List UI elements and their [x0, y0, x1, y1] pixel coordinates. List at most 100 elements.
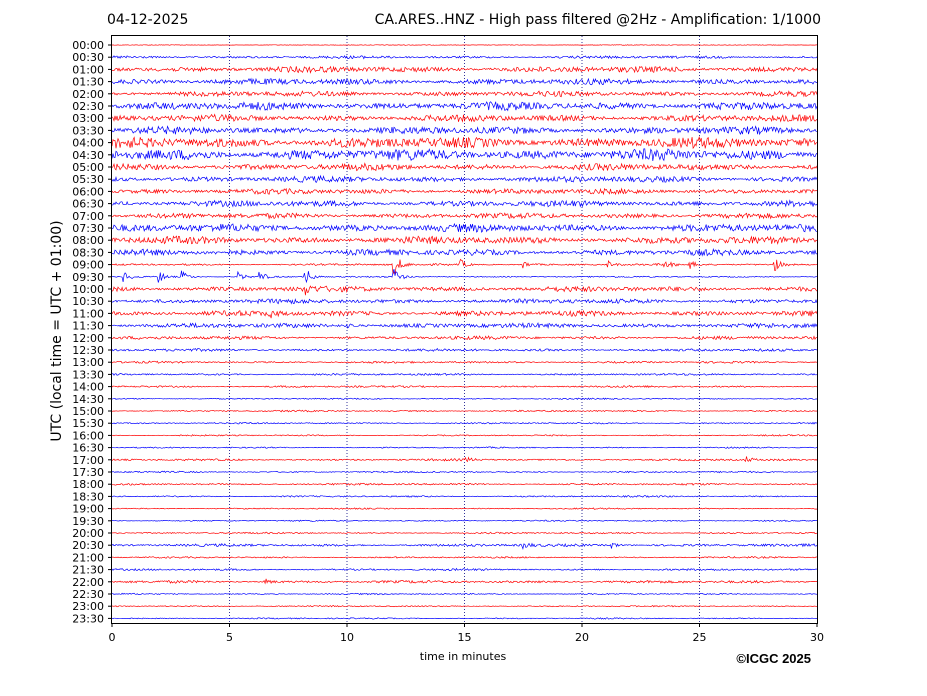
trace-18:00	[111, 482, 818, 486]
trace-10:00	[111, 285, 818, 296]
x-tick-label-20: 20	[575, 631, 589, 644]
y-tick-label-18:30: 18:30	[72, 490, 104, 503]
trace-05:30	[111, 174, 818, 184]
trace-19:30	[111, 519, 818, 523]
y-tick-label-14:00: 14:00	[72, 381, 104, 394]
x-axis-ticks: 0 5 10 15 20 25 30	[109, 623, 824, 644]
y-tick-label-01:00: 01:00	[72, 63, 104, 76]
y-tick-label-06:00: 06:00	[72, 185, 104, 198]
plot-frame	[111, 35, 818, 624]
trace-layer	[111, 44, 818, 620]
trace-22:00	[111, 578, 817, 585]
x-tick-label-10: 10	[340, 631, 354, 644]
y-tick-label-19:00: 19:00	[72, 503, 104, 516]
y-tick-label-02:00: 02:00	[72, 88, 104, 101]
y-tick-label-01:30: 01:30	[72, 76, 104, 89]
y-tick-label-04:30: 04:30	[72, 149, 104, 162]
y-axis-label: UTC (local time = UTC + 01:00)	[49, 220, 65, 442]
trace-13:00	[111, 360, 818, 364]
trace-06:30	[111, 199, 818, 208]
trace-13:30	[111, 372, 818, 376]
trace-11:30	[111, 322, 818, 329]
y-tick-label-21:00: 21:00	[72, 551, 104, 564]
trace-08:30	[111, 247, 818, 257]
x-tick-label-0: 0	[109, 631, 116, 644]
y-tick-label-07:30: 07:30	[72, 222, 104, 235]
y-tick-label-08:00: 08:00	[72, 234, 104, 247]
y-tick-label-12:30: 12:30	[72, 344, 104, 357]
y-tick-label-13:30: 13:30	[72, 368, 104, 381]
y-tick-label-14:30: 14:30	[72, 393, 104, 406]
trace-02:30	[111, 101, 818, 112]
y-tick-label-04:00: 04:00	[72, 137, 104, 150]
y-tick-label-13:00: 13:00	[72, 356, 104, 369]
y-tick-label-07:00: 07:00	[72, 210, 104, 223]
y-tick-label-23:30: 23:30	[72, 612, 104, 625]
y-tick-label-00:30: 00:30	[72, 51, 104, 64]
x-tick-label-15: 15	[458, 631, 472, 644]
y-tick-label-15:00: 15:00	[72, 405, 104, 418]
y-tick-label-10:30: 10:30	[72, 295, 104, 308]
y-tick-label-05:00: 05:00	[72, 161, 104, 174]
y-tick-label-03:30: 03:30	[72, 124, 104, 137]
x-axis-label: time in minutes	[419, 650, 507, 663]
trace-23:30	[111, 617, 817, 620]
y-tick-label-16:00: 16:00	[72, 429, 104, 442]
trace-00:00	[111, 44, 817, 46]
copyright-label: ©ICGC 2025	[736, 651, 811, 666]
vertical-grid	[229, 36, 700, 623]
trace-22:30	[111, 592, 818, 596]
y-tick-label-17:00: 17:00	[72, 454, 104, 467]
trace-14:30	[111, 397, 818, 401]
y-tick-label-02:30: 02:30	[72, 100, 104, 113]
trace-21:00	[112, 555, 817, 559]
y-tick-label-09:00: 09:00	[72, 259, 104, 272]
y-tick-label-00:00: 00:00	[72, 39, 104, 52]
trace-02:00	[111, 90, 818, 98]
y-tick-label-19:30: 19:30	[72, 515, 104, 528]
y-tick-label-09:30: 09:30	[72, 271, 104, 284]
trace-18:30	[111, 495, 818, 498]
y-tick-label-11:00: 11:00	[72, 307, 104, 320]
y-tick-label-22:00: 22:00	[72, 576, 104, 589]
trace-10:30	[112, 297, 818, 305]
x-tick-label-30: 30	[810, 631, 824, 644]
y-tick-label-05:30: 05:30	[72, 173, 104, 186]
trace-11:00	[111, 309, 818, 319]
trace-07:30	[111, 222, 818, 233]
y-tick-label-21:30: 21:30	[72, 564, 104, 577]
trace-03:00	[111, 113, 818, 123]
trace-16:00	[111, 434, 818, 437]
x-tick-label-5: 5	[226, 631, 233, 644]
trace-23:00	[111, 605, 818, 608]
trace-16:30	[111, 446, 818, 449]
trace-08:00	[111, 235, 818, 245]
trace-12:30	[111, 347, 818, 353]
x-tick-label-25: 25	[693, 631, 707, 644]
trace-15:30	[111, 421, 818, 425]
trace-21:30	[111, 567, 818, 572]
y-tick-label-03:00: 03:00	[72, 112, 104, 125]
y-tick-label-23:00: 23:00	[72, 600, 104, 613]
y-tick-label-12:00: 12:00	[72, 332, 104, 345]
trace-04:30	[111, 148, 818, 162]
y-tick-label-10:00: 10:00	[72, 283, 104, 296]
trace-17:00	[111, 456, 818, 463]
y-tick-label-18:00: 18:00	[72, 478, 104, 491]
y-tick-label-17:30: 17:30	[72, 466, 104, 479]
chart-title: CA.ARES..HNZ - High pass filtered @2Hz -…	[374, 12, 821, 28]
trace-03:30	[111, 125, 817, 136]
trace-05:00	[111, 162, 818, 172]
y-tick-label-15:30: 15:30	[72, 417, 104, 430]
y-tick-label-20:30: 20:30	[72, 539, 104, 552]
trace-20:00	[111, 531, 818, 535]
trace-09:30	[111, 268, 818, 284]
y-axis-ticks: 00:0000:3001:0001:3002:0002:3003:0003:30…	[72, 39, 112, 625]
trace-17:30	[111, 470, 817, 474]
date-label: 04-12-2025	[107, 12, 189, 28]
trace-06:00	[111, 187, 818, 196]
trace-04:00	[111, 135, 818, 150]
trace-14:00	[111, 384, 818, 389]
y-tick-label-16:30: 16:30	[72, 442, 104, 455]
